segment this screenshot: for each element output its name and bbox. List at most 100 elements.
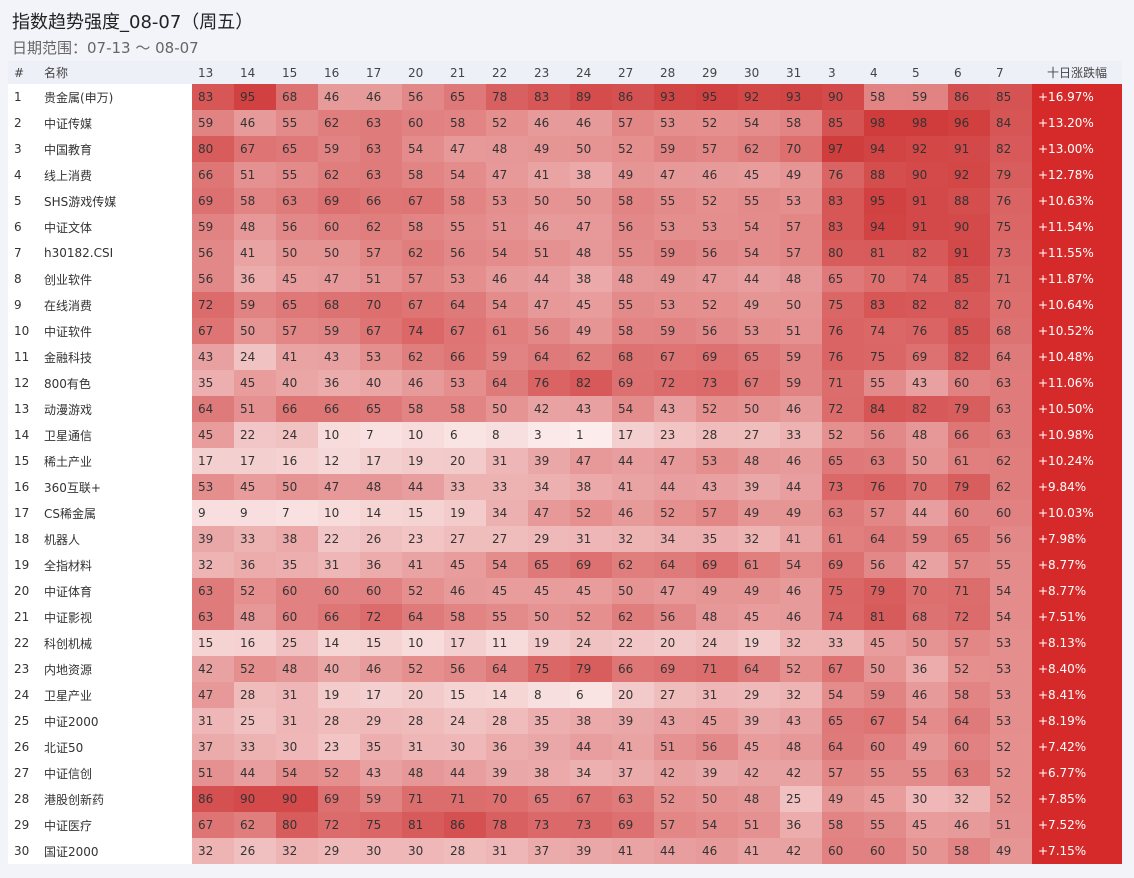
heat-cell: 59 (780, 370, 822, 396)
heat-cell: 43 (654, 708, 696, 734)
heat-cell: 38 (570, 266, 612, 292)
heat-cell: 76 (990, 188, 1032, 214)
heat-cell: 71 (990, 266, 1032, 292)
heat-cell: 41 (780, 526, 822, 552)
page-subtitle: 日期范围：07-13 ～ 08-07 (12, 39, 199, 57)
heat-cell: 95 (864, 188, 906, 214)
heat-cell: 52 (780, 656, 822, 682)
heat-cell: 14 (360, 500, 402, 526)
heat-cell: 51 (654, 734, 696, 760)
change-cell: +10.63% (1032, 188, 1122, 214)
heat-cell: 44 (612, 448, 654, 474)
heat-cell: 31 (486, 448, 528, 474)
heat-cell: 55 (654, 188, 696, 214)
heat-cell: 72 (948, 604, 990, 630)
heat-cell: 15 (444, 682, 486, 708)
heat-cell: 47 (318, 474, 360, 500)
heat-cell: 29 (528, 526, 570, 552)
data-row: 15 稀土产业 17 17 16 12 17 19 20 31 39 47 44 47 53 48 46 65 63… (8, 448, 1122, 474)
heat-cell: 70 (780, 136, 822, 162)
row-index: 25 (8, 708, 38, 734)
row-index: 26 (8, 734, 38, 760)
heat-cell: 11 (486, 630, 528, 656)
heat-cell: 83 (822, 214, 864, 240)
heat-cell: 20 (444, 448, 486, 474)
heat-cell: 85 (948, 266, 990, 292)
heat-cell: 39 (528, 448, 570, 474)
heat-cell: 37 (612, 760, 654, 786)
row-index: 11 (8, 344, 38, 370)
heat-cell: 31 (486, 838, 528, 864)
heat-cell: 22 (318, 526, 360, 552)
date-header: 21 (444, 61, 486, 84)
heat-cell: 41 (612, 734, 654, 760)
heat-cell: 30 (402, 838, 444, 864)
heat-cell: 45 (276, 266, 318, 292)
heat-cell: 72 (654, 370, 696, 396)
heat-cell: 83 (528, 84, 570, 110)
change-cell: +8.40% (1032, 656, 1122, 682)
heat-cell: 52 (402, 578, 444, 604)
heat-cell: 79 (948, 474, 990, 500)
heat-cell: 62 (612, 552, 654, 578)
change-cell: +7.15% (1032, 838, 1122, 864)
change-cell: +11.55% (1032, 240, 1122, 266)
heat-cell: 43 (906, 370, 948, 396)
heat-cell: 28 (486, 708, 528, 734)
heat-cell: 55 (444, 214, 486, 240)
heat-cell: 45 (234, 370, 276, 396)
heat-cell: 58 (822, 812, 864, 838)
heat-cell: 56 (276, 214, 318, 240)
heat-cell: 48 (696, 604, 738, 630)
heat-cell: 52 (822, 422, 864, 448)
heat-cell: 24 (570, 630, 612, 656)
index-name: 卫星产业 (38, 682, 192, 708)
heat-cell: 52 (402, 656, 444, 682)
heat-cell: 46 (234, 110, 276, 136)
heat-cell: 86 (192, 786, 234, 812)
heatmap-table: # 名称 13 14 15 16 17 20 21 22 23 24 27 28 29 30 31 3 4 5 6 7 十日… (8, 61, 1122, 864)
heat-cell: 67 (402, 188, 444, 214)
heat-cell: 50 (780, 292, 822, 318)
heat-cell: 90 (276, 786, 318, 812)
heat-cell: 50 (528, 604, 570, 630)
heat-cell: 8 (486, 422, 528, 448)
heat-cell: 63 (990, 396, 1032, 422)
change-cell: +8.13% (1032, 630, 1122, 656)
heat-cell: 45 (906, 812, 948, 838)
date-header: 5 (906, 61, 948, 84)
change-cell: +16.97% (1032, 84, 1122, 110)
heat-cell: 32 (780, 682, 822, 708)
data-row: 25 中证2000 31 25 31 28 29 28 24 28 35 38 39 43 45 39 43 65… (8, 708, 1122, 734)
date-header: 20 (402, 61, 444, 84)
heat-cell: 71 (948, 578, 990, 604)
heat-cell: 48 (360, 474, 402, 500)
heat-cell: 66 (192, 162, 234, 188)
date-header: 3 (822, 61, 864, 84)
heat-cell: 48 (570, 240, 612, 266)
heat-cell: 55 (276, 110, 318, 136)
heat-cell: 86 (444, 812, 486, 838)
heat-cell: 59 (906, 526, 948, 552)
heat-cell: 44 (654, 838, 696, 864)
heat-cell: 44 (906, 500, 948, 526)
heat-cell: 62 (318, 110, 360, 136)
heat-cell: 60 (276, 604, 318, 630)
heat-cell: 55 (990, 552, 1032, 578)
heat-cell: 61 (486, 318, 528, 344)
heat-cell: 54 (738, 110, 780, 136)
heat-cell: 56 (864, 552, 906, 578)
heat-cell: 82 (906, 292, 948, 318)
heat-cell: 58 (402, 214, 444, 240)
heat-cell: 65 (948, 526, 990, 552)
index-name: 800有色 (38, 370, 192, 396)
heat-cell: 53 (360, 344, 402, 370)
heat-cell: 60 (360, 578, 402, 604)
heat-cell: 35 (192, 370, 234, 396)
heat-cell: 10 (318, 422, 360, 448)
heat-cell: 10 (402, 422, 444, 448)
index-name: 中证文体 (38, 214, 192, 240)
heat-cell: 24 (444, 708, 486, 734)
heat-cell: 47 (570, 448, 612, 474)
heat-cell: 34 (528, 474, 570, 500)
